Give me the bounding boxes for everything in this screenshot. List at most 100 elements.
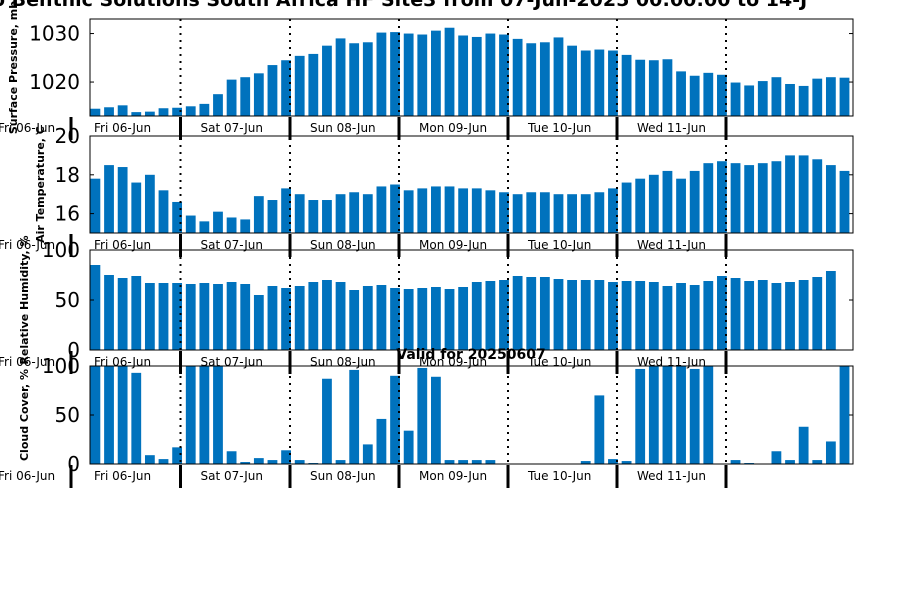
bar (703, 366, 714, 464)
bar (144, 174, 155, 233)
bar (703, 281, 714, 350)
bar (253, 458, 264, 464)
x-edge-label: Fri 06-Jun (0, 121, 55, 135)
bar (567, 194, 577, 233)
bar (471, 188, 482, 233)
y-tick-label: 100 (42, 354, 80, 378)
bar (553, 194, 564, 233)
bar (648, 174, 659, 233)
bar (403, 190, 414, 233)
bar (717, 276, 727, 350)
bar (213, 284, 223, 350)
bar (635, 178, 646, 233)
bar (825, 165, 836, 233)
bar (676, 71, 686, 116)
x-tick-label: Wed 11-Jun (637, 469, 706, 483)
bar (322, 280, 332, 350)
bar (362, 42, 373, 116)
bar (335, 38, 346, 116)
x-tick-label: Fri 06-Jun (94, 238, 151, 252)
bar (757, 81, 768, 116)
bar (744, 85, 755, 116)
bar (267, 65, 278, 116)
bar (512, 276, 523, 350)
bar (812, 460, 823, 464)
bar (144, 283, 155, 350)
bar (676, 283, 686, 350)
bar (253, 295, 264, 350)
bar (689, 170, 700, 233)
bar (417, 367, 428, 464)
bar (567, 45, 577, 116)
y-tick-label: 50 (55, 403, 80, 427)
bar (349, 290, 360, 350)
bar (117, 366, 128, 464)
bar (526, 43, 537, 116)
bar (485, 33, 496, 116)
bar (417, 34, 428, 116)
bar (730, 460, 741, 464)
bar (703, 72, 714, 116)
bar (308, 282, 319, 350)
bar (294, 460, 305, 464)
bar (553, 279, 564, 350)
bar (90, 108, 101, 116)
bar (144, 455, 155, 464)
bar (267, 200, 278, 233)
bar (539, 277, 550, 350)
bar (281, 60, 291, 116)
bar (648, 282, 659, 350)
y-tick-label: 20 (55, 124, 80, 148)
bar (335, 460, 346, 464)
bar (621, 182, 632, 233)
bar (812, 159, 823, 233)
bar (825, 77, 836, 116)
bar (717, 161, 727, 233)
bar (689, 75, 700, 116)
bar (390, 184, 400, 233)
bar (213, 211, 223, 233)
x-tick-label: Mon 09-Jun (419, 238, 487, 252)
bar (608, 50, 618, 116)
y-axis-label: Air Temperature, C (34, 126, 47, 243)
bar (172, 447, 183, 464)
x-edge-label: Fri 06-Jun (0, 469, 55, 483)
bar (308, 200, 319, 233)
x-tick-label: Wed 11-Jun (637, 238, 706, 252)
bar (417, 288, 428, 350)
bar (281, 188, 291, 233)
bar (117, 167, 128, 233)
bar (226, 282, 237, 350)
bar (676, 366, 686, 464)
bar (567, 280, 577, 350)
bar (825, 271, 836, 350)
x-tick-label: Wed 11-Jun (637, 121, 706, 135)
bar (485, 281, 496, 350)
bar (199, 103, 210, 117)
x-tick-label: Tue 10-Jun (527, 121, 591, 135)
bar (185, 215, 196, 233)
bar (594, 280, 605, 350)
bar (362, 194, 373, 233)
bar (812, 78, 823, 116)
bar (390, 375, 400, 464)
bar (90, 178, 101, 233)
bar (703, 163, 714, 233)
bar (471, 36, 482, 117)
bar (117, 278, 128, 350)
bar (662, 59, 673, 116)
bar (431, 30, 441, 116)
y-axis-label: Cloud Cover, % (18, 369, 31, 461)
bar (158, 459, 169, 464)
bar (608, 188, 618, 233)
bar (485, 190, 496, 233)
bar (662, 286, 673, 350)
bar (689, 285, 700, 350)
bar (689, 368, 700, 464)
bar (621, 461, 632, 464)
bar (240, 219, 251, 233)
